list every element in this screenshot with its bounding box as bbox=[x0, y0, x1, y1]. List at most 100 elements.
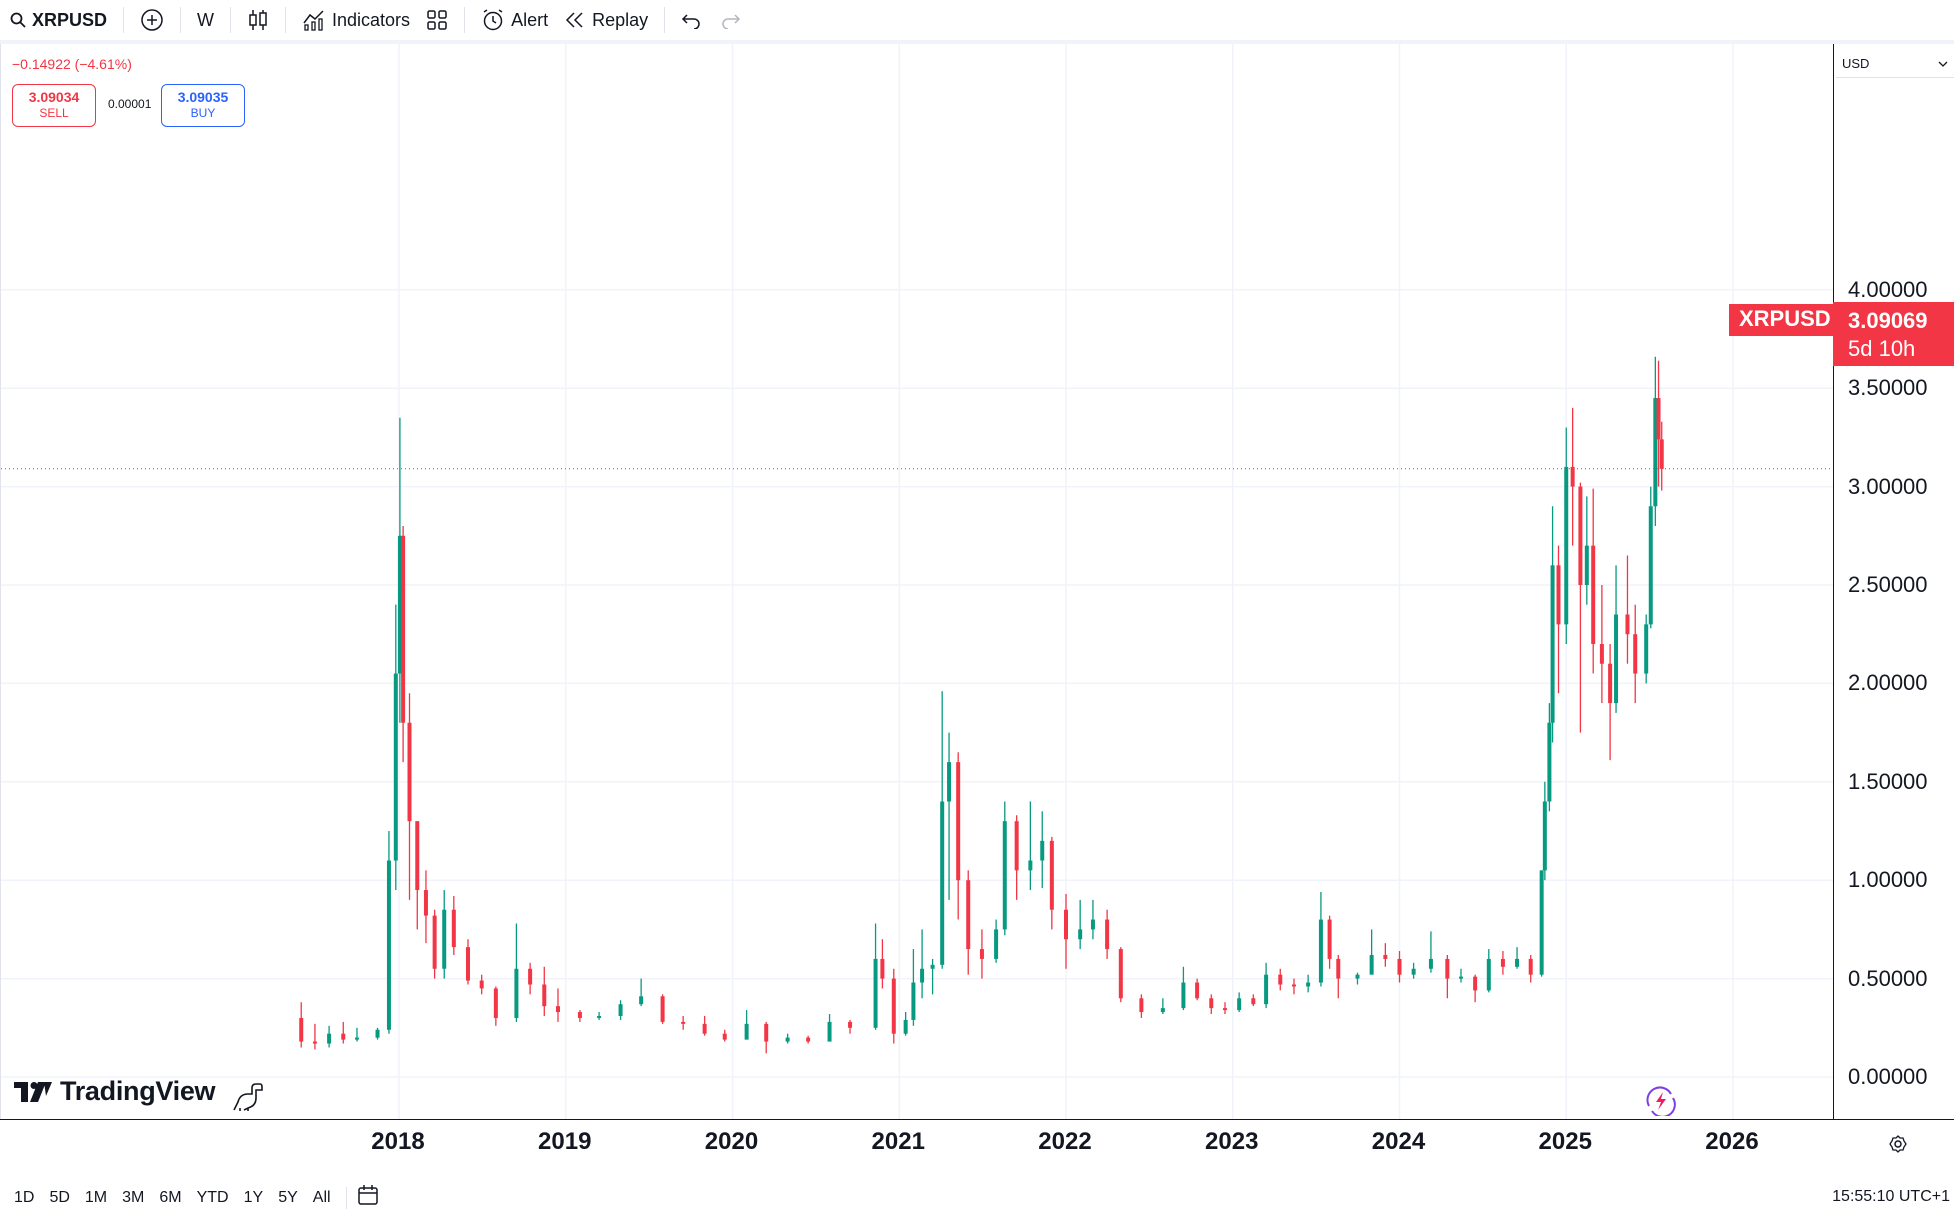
candle bbox=[947, 732, 952, 900]
interval-button[interactable]: W bbox=[189, 4, 222, 36]
symbol-search-button[interactable]: XRPUSD bbox=[0, 4, 115, 36]
replay-icon bbox=[566, 12, 583, 28]
candle-body bbox=[407, 722, 412, 822]
candle-body bbox=[618, 1004, 623, 1016]
candle-body bbox=[1591, 545, 1596, 645]
candle bbox=[514, 923, 519, 1022]
candle bbox=[386, 831, 391, 1034]
buy-price: 3.09035 bbox=[177, 89, 229, 105]
range-button-5y[interactable]: 5Y bbox=[278, 1188, 298, 1206]
buy-button[interactable]: 3.09035 BUY bbox=[161, 84, 245, 127]
dinosaur-icon[interactable] bbox=[230, 1082, 264, 1117]
candle bbox=[1500, 951, 1505, 975]
clock[interactable]: 15:55:10 UTC+1 bbox=[1832, 1188, 1950, 1205]
candle bbox=[1570, 407, 1575, 546]
redo-icon bbox=[722, 14, 741, 29]
candle-body bbox=[415, 821, 420, 891]
calendar-icon[interactable] bbox=[357, 1184, 379, 1211]
candle-body bbox=[1564, 466, 1569, 625]
chart-pane[interactable] bbox=[0, 44, 1834, 1120]
candle-body bbox=[880, 958, 885, 979]
candle-body bbox=[1355, 974, 1360, 979]
candle-body bbox=[1139, 998, 1144, 1013]
range-button-3m[interactable]: 3M bbox=[122, 1188, 145, 1206]
indicators-button[interactable]: Indicators bbox=[294, 4, 418, 36]
time-tick-label: 2021 bbox=[871, 1128, 925, 1155]
candle-body bbox=[930, 964, 935, 969]
candle-body bbox=[1264, 974, 1269, 1005]
sell-price: 3.09034 bbox=[28, 89, 80, 105]
range-button-6m[interactable]: 6M bbox=[159, 1188, 182, 1206]
candle-body bbox=[312, 1041, 317, 1044]
candle-body bbox=[1515, 958, 1520, 967]
candle bbox=[940, 691, 945, 969]
candle bbox=[1306, 974, 1311, 993]
tradingview-logo-text: TradingView bbox=[60, 1076, 216, 1106]
candle bbox=[1486, 949, 1491, 993]
candle bbox=[827, 1014, 832, 1042]
range-button-1m[interactable]: 1M bbox=[84, 1188, 108, 1206]
candle-body bbox=[1625, 614, 1630, 635]
candle-body bbox=[994, 929, 999, 959]
candle bbox=[1195, 978, 1200, 1001]
date-range-bar: 1D 5D 1M 3M 6M YTD 1Y 5Y All bbox=[0, 1180, 1954, 1215]
replay-button[interactable]: Replay bbox=[556, 4, 656, 36]
layouts-button[interactable] bbox=[418, 4, 456, 36]
candle-body bbox=[1291, 984, 1296, 987]
gear-icon[interactable] bbox=[1888, 1134, 1908, 1159]
price-scale-border bbox=[1833, 44, 1834, 1120]
candle-body bbox=[1428, 958, 1433, 969]
candle-body bbox=[465, 947, 470, 981]
candle-body bbox=[432, 915, 437, 969]
candle bbox=[1428, 931, 1433, 973]
time-tick-label: 2023 bbox=[1205, 1128, 1259, 1155]
candle-body bbox=[577, 1012, 582, 1018]
candle bbox=[1118, 947, 1123, 1003]
undo-button[interactable] bbox=[673, 4, 711, 36]
range-button-all[interactable]: All bbox=[312, 1188, 331, 1206]
currency-select[interactable]: USD bbox=[1836, 50, 1954, 78]
candle bbox=[1002, 801, 1007, 936]
lightning-icon[interactable] bbox=[1644, 1086, 1678, 1121]
candlestick-chart[interactable] bbox=[1, 44, 1834, 1120]
chart-type-button[interactable] bbox=[239, 4, 277, 36]
candle bbox=[1278, 968, 1283, 991]
tradingview-logo[interactable]: TradingView bbox=[14, 1076, 216, 1107]
candle bbox=[1459, 968, 1464, 983]
candle bbox=[1209, 994, 1214, 1015]
range-button-ytd[interactable]: YTD bbox=[196, 1188, 229, 1206]
redo-button[interactable] bbox=[711, 4, 749, 36]
spread-value: 0.00001 bbox=[108, 97, 152, 111]
candle-body bbox=[1445, 958, 1450, 979]
candle-body bbox=[1486, 958, 1491, 991]
range-button-1d[interactable]: 1D bbox=[14, 1188, 35, 1206]
candle bbox=[979, 929, 984, 979]
range-button-1y[interactable]: 1Y bbox=[243, 1188, 264, 1206]
candle-body bbox=[903, 1019, 908, 1034]
candle bbox=[848, 1019, 853, 1034]
range-button-5d[interactable]: 5D bbox=[49, 1188, 70, 1206]
candle bbox=[401, 525, 406, 763]
candle bbox=[493, 986, 498, 1026]
candle-body bbox=[1528, 958, 1533, 975]
candle-body bbox=[848, 1021, 853, 1028]
alert-button[interactable]: Alert bbox=[473, 4, 556, 36]
candle bbox=[1064, 893, 1068, 969]
candle-body bbox=[1599, 644, 1604, 664]
candle-body bbox=[423, 890, 428, 916]
candle-body bbox=[451, 909, 456, 948]
candle-body bbox=[1547, 722, 1552, 802]
candle-body bbox=[1473, 976, 1478, 991]
candle-body bbox=[744, 1023, 749, 1040]
compare-symbol-button[interactable] bbox=[132, 4, 172, 36]
candle bbox=[1078, 899, 1083, 950]
candle bbox=[1397, 951, 1402, 983]
candle bbox=[1653, 356, 1658, 526]
candle-body bbox=[354, 1037, 359, 1040]
sell-button[interactable]: 3.09034 SELL bbox=[12, 84, 96, 127]
candle bbox=[479, 974, 484, 995]
candle-body bbox=[1090, 919, 1095, 930]
candle-body bbox=[1500, 958, 1505, 967]
symbol-price-tag: XRPUSD bbox=[1729, 304, 1841, 336]
price-tick-label: 3.50000 bbox=[1848, 375, 1928, 401]
